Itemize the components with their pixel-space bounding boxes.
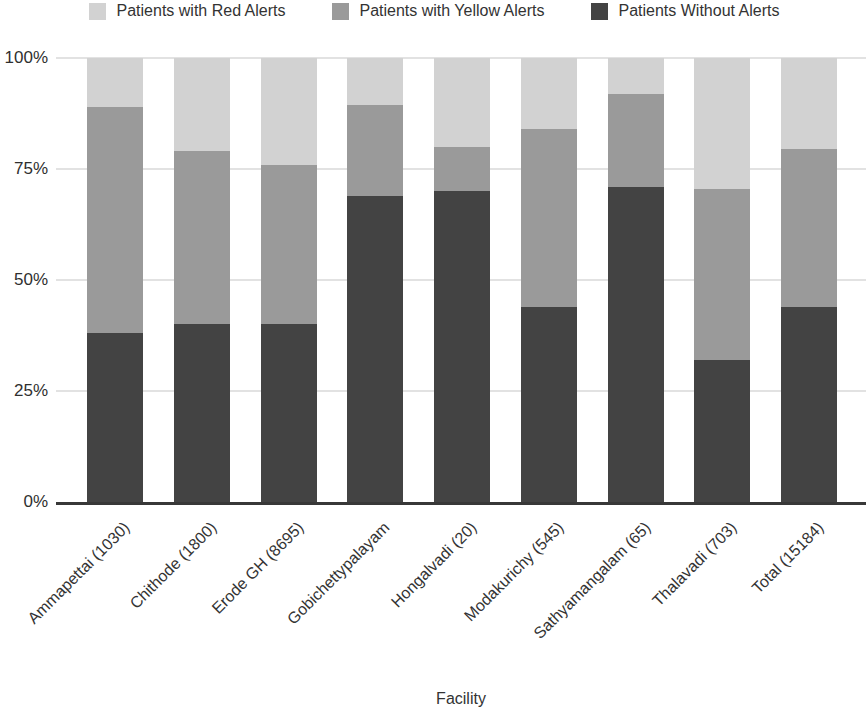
- x-axis-tick-label: Chithode (1800): [126, 519, 220, 613]
- bar-group: [781, 58, 837, 502]
- y-axis-tick-label: 25%: [14, 381, 48, 401]
- bar-segment-yellow-alerts: [261, 165, 317, 324]
- bar-segment-red-alerts: [174, 58, 230, 151]
- y-axis-tick-label: 75%: [14, 159, 48, 179]
- x-axis-tick-label: Hongalvadi (20): [388, 519, 481, 612]
- bar-segment-yellow-alerts: [347, 105, 403, 196]
- x-axis-title: Facility: [56, 690, 866, 708]
- bar-segment-red-alerts: [781, 58, 837, 149]
- bar-group: [521, 58, 577, 502]
- bar-segment-yellow-alerts: [521, 129, 577, 307]
- bar-segment-red-alerts: [434, 58, 490, 147]
- bar-segment-red-alerts: [347, 58, 403, 105]
- bar-segment-yellow-alerts: [694, 189, 750, 360]
- x-axis-tick-label: Modakurichy (545): [461, 519, 567, 625]
- x-axis-line: [56, 502, 866, 505]
- x-axis-tick-label: Ammapettai (1030): [24, 519, 133, 628]
- x-axis-tick-label: Thalavadi (703): [649, 519, 740, 610]
- bar-segment-without-alerts: [347, 196, 403, 502]
- legend-label-without-alerts: Patients Without Alerts: [619, 2, 780, 20]
- bar-segment-yellow-alerts: [608, 94, 664, 187]
- bar-group: [434, 58, 490, 502]
- x-axis-tick-label: Gobichettypalayam: [284, 519, 394, 629]
- x-axis-tick-label: Erode GH (8695): [208, 519, 307, 618]
- plot-area: [56, 58, 866, 502]
- bar-group: [87, 58, 143, 502]
- legend-swatch-yellow-alerts: [332, 3, 349, 20]
- legend-item-without-alerts: Patients Without Alerts: [591, 2, 780, 20]
- bar-segment-without-alerts: [174, 324, 230, 502]
- bar-segment-without-alerts: [694, 360, 750, 502]
- bar-segment-without-alerts: [434, 191, 490, 502]
- legend: Patients with Red Alerts Patients with Ye…: [0, 2, 868, 20]
- bar-segment-without-alerts: [261, 324, 317, 502]
- bar-group: [174, 58, 230, 502]
- y-axis-tick-label: 50%: [14, 270, 48, 290]
- legend-item-red-alerts: Patients with Red Alerts: [89, 2, 286, 20]
- bar-segment-yellow-alerts: [781, 149, 837, 307]
- bar-segment-yellow-alerts: [87, 107, 143, 333]
- x-axis-tick-label: Total (15184): [749, 519, 828, 598]
- y-axis: 0%25%50%75%100%: [0, 58, 48, 502]
- bar-segment-yellow-alerts: [434, 147, 490, 191]
- bar-segment-without-alerts: [521, 307, 577, 502]
- x-axis-tick-label: Sathyamangalam (65): [530, 519, 654, 643]
- bar-segment-red-alerts: [87, 58, 143, 107]
- legend-label-yellow-alerts: Patients with Yellow Alerts: [360, 2, 545, 20]
- bar-segment-without-alerts: [781, 307, 837, 502]
- legend-swatch-red-alerts: [89, 3, 106, 20]
- legend-swatch-without-alerts: [591, 3, 608, 20]
- bar-group: [261, 58, 317, 502]
- bar-segment-without-alerts: [608, 187, 664, 502]
- bar-segment-red-alerts: [261, 58, 317, 165]
- y-axis-tick-label: 100%: [5, 48, 48, 68]
- bar-segment-red-alerts: [694, 58, 750, 189]
- bar-group: [608, 58, 664, 502]
- bar-segment-red-alerts: [608, 58, 664, 94]
- legend-label-red-alerts: Patients with Red Alerts: [117, 2, 286, 20]
- bar-segment-yellow-alerts: [174, 151, 230, 324]
- y-axis-tick-label: 0%: [23, 492, 48, 512]
- bar-group: [347, 58, 403, 502]
- chart-container: Patients with Red Alerts Patients with Ye…: [0, 0, 868, 718]
- bar-segment-red-alerts: [521, 58, 577, 129]
- bar-segment-without-alerts: [87, 333, 143, 502]
- legend-item-yellow-alerts: Patients with Yellow Alerts: [332, 2, 545, 20]
- bar-group: [694, 58, 750, 502]
